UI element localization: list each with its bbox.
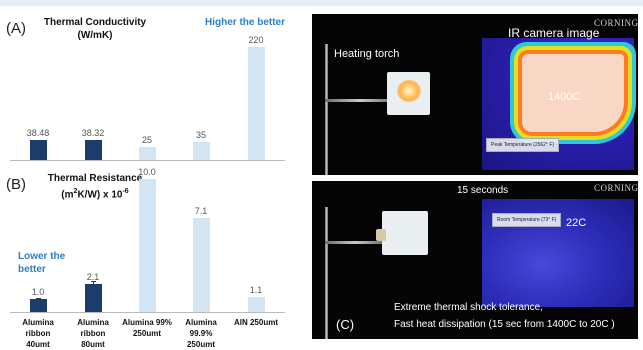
category-label-line1: Alumina ribbon	[22, 318, 54, 338]
chart-a-value-label-5: 220	[248, 35, 264, 45]
chart-b-title-line2: (m2K/W) x 10-6	[61, 188, 129, 201]
chart-a-bar-1	[29, 140, 47, 160]
corning-logo-top: CORNING	[594, 18, 638, 28]
ir-peak-temp-tag: Peak Temperature (2562° F)	[486, 138, 560, 152]
chart-b-value-label-2: 2.1	[86, 272, 100, 283]
clamp-jaw	[376, 229, 386, 241]
category-label-line2: 250umt	[132, 329, 161, 338]
chart-a-bar-4	[192, 142, 210, 160]
chart-b-value-label-4: 7.1	[194, 205, 208, 216]
torch-flame	[397, 80, 421, 102]
category-label-4: Alumina 99.9% 250umt	[173, 317, 229, 350]
chart-b-bar-3	[138, 179, 156, 312]
chart-b-title: Thermal Resistance (m2K/W) x 10-6	[30, 172, 160, 201]
stand-rod-2	[325, 207, 328, 339]
chart-a-value-label-1: 38.48	[26, 128, 50, 139]
chart-a-note: Higher the better	[205, 17, 286, 28]
top-strip	[0, 0, 643, 6]
category-label-3: Alumina 99% 250umt	[119, 317, 175, 339]
chart-a-title: Thermal Conductivity (W/mK)	[30, 16, 160, 42]
chart-a-bar-5	[247, 47, 265, 160]
ir-room-image: Room Temperature (73° F) 22C	[482, 199, 634, 307]
chart-b-note: Lower the better	[18, 250, 65, 276]
label-elapsed-time: 15 seconds	[457, 185, 509, 196]
chart-a-title-line1: Thermal Conductivity	[43, 17, 147, 28]
clamp-arm-2	[325, 241, 385, 244]
chart-b-value-label-1: 1.0	[31, 286, 45, 297]
sample-plate-2	[382, 211, 428, 255]
panel-label-b: (B)	[6, 176, 26, 193]
category-label-line1: Alumina 99.9%	[185, 318, 217, 338]
chart-b-bar-2	[84, 284, 102, 312]
ir-camera-image: 1400C Peak Temperature (2562° F)	[482, 38, 634, 170]
photo-cooldown: Room Temperature (73° F) 22C 15 seconds …	[312, 181, 638, 339]
panel-label-c: (C)	[336, 317, 355, 332]
category-label-line2: 40umt	[26, 340, 50, 349]
chart-a-value-label-3: 25	[141, 135, 152, 146]
chart-b-error-bar-2	[93, 280, 94, 288]
chart-b-value-label-3: 10.0	[138, 167, 156, 177]
photo-torch-ir: 1400C Peak Temperature (2562° F) Heating…	[312, 14, 638, 175]
category-label-line1: Alumina ribbon	[77, 318, 109, 338]
chart-b-bar-1	[29, 298, 47, 312]
chart-b-error-cap-1	[36, 298, 41, 300]
chart-a-value-label-4: 35	[195, 130, 206, 141]
chart-a-bar-2	[84, 140, 102, 160]
category-label-line1: AlN 250umt	[233, 318, 278, 327]
ir-room-temp-value: 22C	[566, 217, 587, 229]
stand-rod	[325, 44, 328, 175]
chart-b-note-line1: Lower the	[18, 251, 66, 262]
chart-a-baseline	[10, 160, 285, 161]
chart-b-bar-4	[192, 217, 210, 312]
chart-b-baseline	[10, 312, 285, 313]
caption-line1: Extreme thermal shock tolerance,	[394, 302, 543, 313]
hot-zone	[522, 54, 624, 132]
chart-b-bar-5	[247, 297, 265, 312]
chart-b-value-label-5: 1.1	[249, 285, 263, 296]
label-heating-torch: Heating torch	[334, 48, 400, 60]
ir-peak-temp-value: 1400C	[548, 91, 581, 103]
chart-a-value-label-2: 38.32	[81, 128, 105, 139]
chart-b-note-line2: better	[18, 264, 46, 275]
chart-a-title-line2: (W/mK)	[77, 30, 113, 41]
category-label-line2: 250umt	[186, 340, 215, 349]
category-label-1: Alumina ribbon 40umt	[10, 317, 66, 350]
clamp-arm	[325, 99, 395, 102]
category-label-5: AlN 250umt	[228, 317, 284, 328]
panel-label-a: (A)	[6, 20, 26, 37]
category-label-2: Alumina ribbon 80umt	[65, 317, 121, 350]
category-label-line2: 80umt	[81, 340, 105, 349]
caption-line2: Fast heat dissipation (15 sec from 1400C…	[394, 319, 615, 330]
chart-b-error-cap-2	[91, 280, 96, 282]
label-ir-camera: IR camera image	[508, 26, 600, 40]
ir-room-temp-tag: Room Temperature (73° F)	[492, 213, 562, 227]
corning-logo-bottom: CORNING	[594, 183, 638, 193]
category-label-line1: Alumina 99%	[122, 318, 172, 327]
chart-b-title-line1: Thermal Resistance	[47, 173, 143, 184]
chart-a-bar-3	[138, 147, 156, 160]
